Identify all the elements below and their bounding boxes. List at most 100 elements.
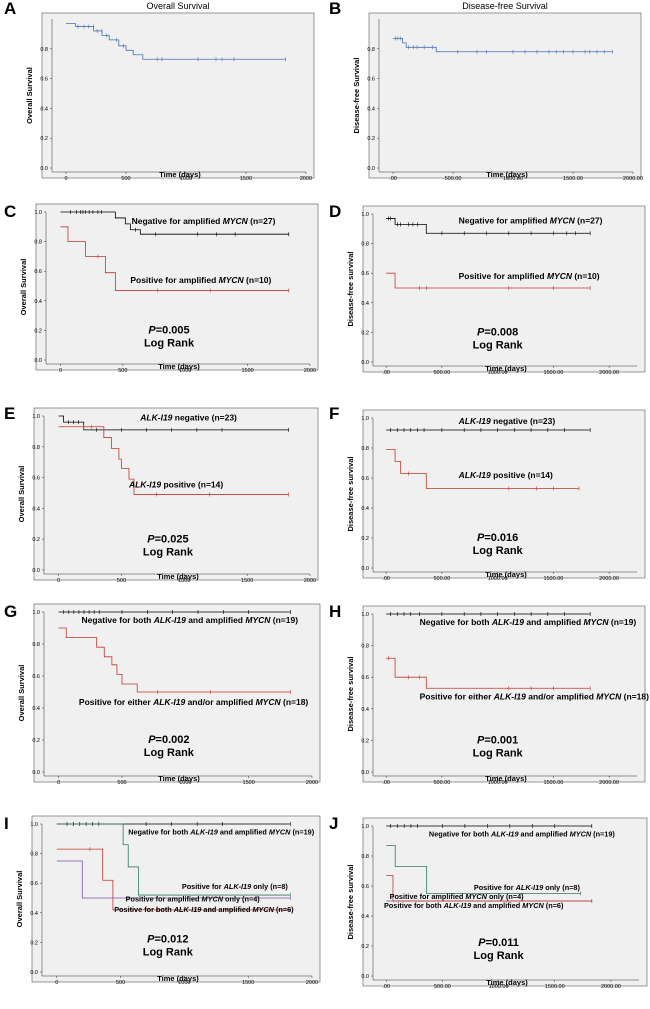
chart-svg: .00 500.00 1000.00 1500.00 2000.00 0.0 0.2 0.4 0… bbox=[346, 205, 646, 376]
x-axis-label: Time (days) bbox=[158, 774, 200, 783]
series-label: Negative for both ALK-I19 and amplified … bbox=[420, 617, 637, 627]
panel-letter: F bbox=[329, 404, 340, 423]
y-tick-label: 0.6 bbox=[361, 476, 369, 482]
x-tick-label: 500.00 bbox=[434, 984, 451, 990]
panel-f: F .00 500.00 1000.00 1500.00 2000.00 0.0 0.2 0.4… bbox=[325, 400, 650, 600]
y-tick-label: 0.4 bbox=[361, 707, 369, 713]
x-axis-label: Time (days) bbox=[485, 774, 527, 783]
y-tick-label: 0.6 bbox=[367, 77, 375, 83]
x-tick-label: 1000.00 bbox=[488, 576, 508, 582]
panel-h: H .00 500.00 1000.00 1500.00 2000.00 0.0 0.2 0.4… bbox=[325, 598, 650, 798]
series-label-tail: (n=19) bbox=[290, 827, 314, 836]
panel-letter: D bbox=[329, 202, 342, 221]
y-tick-label: 0.4 bbox=[361, 506, 369, 512]
panel-letter: C bbox=[4, 202, 17, 221]
x-tick-label: 1500 bbox=[240, 176, 252, 182]
x-tick-label: 1500.00 bbox=[563, 176, 583, 182]
series-line-1 bbox=[386, 657, 591, 689]
p-value-text: =0.025 bbox=[155, 533, 189, 545]
series-label: Positive for amplified MYCN only (n=4) bbox=[126, 895, 261, 904]
series-label-italic: ALK-I19 bbox=[490, 830, 520, 839]
y-tick-label: 1.0 bbox=[30, 822, 38, 828]
series-label: ALK-I19 negative (n=23) bbox=[139, 413, 237, 423]
p-value: P=0.008 bbox=[477, 326, 518, 338]
series-label-italic: ALK-I19 bbox=[223, 882, 253, 891]
y-tick-label: 0.0 bbox=[361, 360, 369, 366]
series-line-0 bbox=[386, 218, 591, 234]
series-label-tail: (n=18) bbox=[621, 691, 649, 701]
series-label-tail: and amplified bbox=[471, 901, 522, 910]
y-tick-label: 0.8 bbox=[361, 242, 369, 248]
x-tick-label: 1500 bbox=[243, 780, 255, 786]
plot-area bbox=[33, 603, 321, 783]
series-label-tail: and amplified bbox=[519, 830, 570, 839]
y-tick-label: 1.0 bbox=[361, 824, 369, 830]
series-label-tail: (n=6) bbox=[274, 905, 294, 914]
p-value: P=0.016 bbox=[477, 532, 518, 544]
series-label-text: Positive for amplified bbox=[126, 895, 202, 904]
chart-svg: 0 500 1000 1500 2000 0.0 0.2 0.4 0.6 0.8 1.0 Time (… bbox=[17, 603, 321, 786]
series-label-tail: and/or amplified bbox=[185, 697, 255, 707]
series-label: Negative for amplified MYCN (n=27) bbox=[132, 216, 276, 226]
y-tick-label: 0.8 bbox=[361, 446, 369, 452]
y-tick-label: 0.2 bbox=[361, 738, 369, 744]
series-line-0 bbox=[66, 23, 286, 60]
series-label-italic2: MYCN bbox=[522, 901, 544, 910]
series-label-italic: MYCN bbox=[465, 892, 487, 901]
x-axis-label: Time (days) bbox=[157, 974, 199, 983]
panel-letter: A bbox=[4, 0, 17, 18]
panel-j: J .00 500.00 1000.00 1500.00 2000.00 0.0 0.2 0.4… bbox=[325, 812, 650, 1009]
y-tick-label: 0.0 bbox=[32, 568, 40, 574]
series-label: Positive for amplified MYCN only (n=4) bbox=[390, 892, 525, 901]
series-label-text: Positive for amplified bbox=[459, 271, 547, 281]
y-tick-label: 0.0 bbox=[361, 566, 369, 572]
y-axis-label: Disease-free survival bbox=[346, 656, 355, 731]
y-tick-label: 0.2 bbox=[34, 328, 42, 334]
series-label-italic: MYCN bbox=[223, 216, 249, 226]
series-label-italic: ALK-I19 bbox=[491, 617, 524, 627]
x-tick-label: 500 bbox=[117, 780, 126, 786]
x-tick-label: 1500 bbox=[242, 980, 254, 986]
x-axis-label: Time (days) bbox=[485, 364, 527, 373]
p-value-text: =0.001 bbox=[484, 735, 518, 747]
series-label-italic: ALK-I19 bbox=[152, 697, 185, 707]
series-label: Positive for both ALK-I19 and amplified … bbox=[384, 901, 564, 910]
series-label-italic2: MYCN bbox=[256, 697, 282, 707]
y-tick-label: 0.8 bbox=[361, 854, 369, 860]
series-label-text: Positive for amplified bbox=[390, 892, 466, 901]
series-label-text: Negative for both bbox=[81, 615, 153, 625]
series-label-italic: MYCN bbox=[550, 216, 576, 226]
x-tick-label: 2000 bbox=[306, 780, 318, 786]
series-label-text: Negative for both bbox=[420, 617, 492, 627]
series-label-italic2: MYCN bbox=[252, 905, 274, 914]
x-tick-label: 0 bbox=[57, 578, 60, 584]
y-tick-label: 0.0 bbox=[40, 166, 48, 172]
series-label-tail: negative (n=23) bbox=[491, 416, 556, 426]
x-tick-label: .00 bbox=[382, 576, 390, 582]
x-tick-label: 2000 bbox=[306, 980, 318, 986]
y-tick-label: 0.2 bbox=[32, 738, 40, 744]
series-label-tail: negative (n=23) bbox=[172, 413, 237, 423]
x-tick-label: 0 bbox=[57, 780, 60, 786]
series-label-text: Positive for amplified bbox=[130, 275, 218, 285]
x-tick-label: 1000 bbox=[179, 780, 191, 786]
plot-area bbox=[31, 815, 321, 983]
series-label-tail: and amplified bbox=[201, 905, 252, 914]
x-tick-label: 500 bbox=[117, 578, 126, 584]
series-label-tail: positive (n=14) bbox=[491, 470, 553, 480]
chart-svg: 0 500 1000 1500 2000 0.0 0.2 0.4 0.6 0.8 1.0 Time (… bbox=[17, 407, 319, 584]
series-label-text: Positive for both bbox=[384, 901, 444, 910]
y-tick-label: 0.4 bbox=[34, 299, 42, 305]
chart-svg: 0 500 1000 1500 2000 0.0 0.2 0.4 0.6 0.8 Time (day… bbox=[25, 1, 315, 182]
series-label-italic2: MYCN bbox=[584, 617, 610, 627]
plot-area bbox=[33, 407, 319, 581]
series-line-1 bbox=[386, 272, 591, 289]
p-value: P=0.002 bbox=[148, 734, 189, 746]
test-name: Log Rank bbox=[143, 546, 194, 558]
p-value: P=0.005 bbox=[148, 324, 189, 336]
x-tick-label: 0 bbox=[55, 980, 58, 986]
y-tick-label: 0.6 bbox=[32, 674, 40, 680]
y-tick-label: 1.0 bbox=[361, 212, 369, 218]
x-tick-label: 1500.00 bbox=[543, 370, 563, 376]
y-tick-label: 0.6 bbox=[30, 881, 38, 887]
